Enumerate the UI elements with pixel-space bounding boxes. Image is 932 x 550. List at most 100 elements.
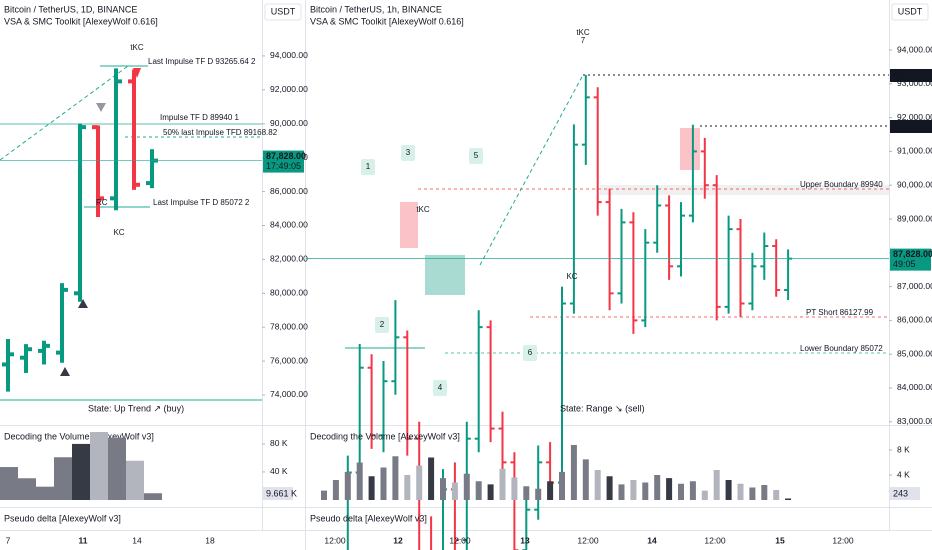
- last-price-box: [263, 150, 304, 173]
- volume-bar: [535, 488, 542, 500]
- upper-zone: [600, 185, 889, 195]
- level-label: 93,265.64: [894, 70, 932, 80]
- volume-bar: [630, 480, 637, 500]
- price-tick-label: 90,000.00: [270, 118, 308, 128]
- indicator-title: VSA & SMC Toolkit [AlexeyWolf 0.616]: [4, 16, 158, 26]
- annotation-marker: [401, 145, 415, 161]
- trend-line: [0, 65, 129, 161]
- annotation: Upper Boundary 89940: [800, 180, 883, 189]
- price-tick-label: 94,000.00: [270, 50, 308, 60]
- volume-bar: [463, 473, 470, 500]
- price-tick-label: 76,000.00: [270, 355, 308, 365]
- annotation: tKC: [416, 205, 430, 214]
- volume-tick-label: 8 K: [897, 444, 910, 454]
- time-label: 7: [6, 535, 11, 545]
- time-label: 12:00: [832, 535, 854, 545]
- annotation: 1: [366, 162, 371, 171]
- state-value: Up Trend ↗ (buy): [114, 403, 184, 413]
- time-label: 12:00: [324, 535, 346, 545]
- indicator-title: VSA & SMC Toolkit [AlexeyWolf 0.616]: [310, 16, 464, 26]
- volume-bar: [54, 457, 72, 500]
- volume-title: Decoding the Volume [AlexeyWolf v3]: [4, 431, 154, 441]
- annotation: tKC: [130, 43, 144, 52]
- price-tick-label: 94,000.00: [897, 44, 932, 54]
- volume-bar: [666, 478, 673, 500]
- volume-bar: [773, 490, 780, 500]
- volume-bar: [356, 462, 363, 500]
- state-value: Range ↘ (sell): [586, 403, 645, 413]
- time-label: 18: [205, 535, 215, 545]
- time-label: 11: [79, 535, 88, 545]
- time-label: 14: [132, 535, 142, 545]
- annotation-marker: [469, 148, 483, 164]
- signal-triangle: [60, 367, 70, 376]
- volume-bar: [368, 476, 375, 500]
- volume-bar: [440, 478, 446, 500]
- annotation: KC: [566, 272, 577, 281]
- annotation: Last Impulse TF D 93265.64 2: [148, 57, 256, 66]
- volume-bar: [487, 484, 494, 500]
- price-tick-label: 80,000.00: [270, 288, 308, 298]
- time-label: 12: [393, 535, 403, 545]
- time-label: 12:00: [449, 535, 471, 545]
- signal-triangle: [96, 103, 106, 112]
- delta-title: Pseudo delta [AlexeyWolf v3]: [4, 513, 121, 523]
- trend-line: [479, 74, 584, 266]
- annotation-marker: [433, 380, 447, 396]
- volume-bar: [582, 459, 589, 500]
- state-label: State:: [88, 403, 112, 413]
- last-price-label: 87,828.00: [266, 151, 306, 161]
- volume-bar: [380, 467, 387, 500]
- currency-button[interactable]: [891, 3, 929, 21]
- price-tick-label: 84,000.00: [897, 382, 932, 392]
- price-tick-label: 84,000.00: [270, 220, 308, 230]
- price-tick-label: 86,000.00: [270, 186, 308, 196]
- symbol-title: Bitcoin / TetherUS, 1D, BINANCE: [4, 4, 137, 14]
- volume-bar: [737, 483, 744, 500]
- volume-bar: [642, 482, 649, 500]
- price-tick-label: 78,000.00: [270, 321, 308, 331]
- volume-bar: [606, 476, 613, 500]
- volume-bar: [678, 483, 684, 500]
- volume-last-label: 9.661 K: [266, 488, 297, 498]
- price-tick-label: 87,000.00: [897, 281, 932, 291]
- time-label: 13: [520, 535, 530, 545]
- volume-bar: [511, 477, 518, 500]
- volume-title: Decoding the Volume [AlexeyWolf v3]: [310, 431, 460, 441]
- volume-bar: [392, 456, 399, 500]
- currency-button[interactable]: [264, 3, 302, 21]
- volume-bar: [321, 490, 327, 500]
- annotation: 7: [581, 36, 586, 45]
- volume-bar: [559, 471, 565, 500]
- price-tick-label: 85,000.00: [897, 348, 932, 358]
- volume-bar: [451, 482, 458, 500]
- volume-bar: [523, 486, 530, 500]
- volume-tick-label: 4 K: [897, 469, 910, 479]
- time-label: 15: [775, 535, 785, 545]
- last-price-box: [890, 248, 931, 271]
- countdown-label: 49:05: [893, 259, 916, 269]
- annotation: tKC: [576, 28, 590, 37]
- annotation: Impulse TF D 89940 1: [160, 113, 240, 122]
- currency: USDT: [898, 6, 923, 16]
- volume-bar: [126, 460, 144, 500]
- price-tick-label: 92,000.00: [270, 84, 308, 94]
- state-label: State:: [560, 403, 584, 413]
- price-tick-label: 93,000.00: [897, 78, 932, 88]
- annotation: Lower Boundary 85072: [800, 344, 883, 353]
- volume-bar: [0, 467, 18, 500]
- price-tick-label: 92,000.00: [897, 112, 932, 122]
- volume-bar: [689, 481, 696, 500]
- volume-bar: [713, 470, 720, 500]
- volume-bar: [785, 498, 792, 500]
- volume-bar: [90, 432, 108, 500]
- annotation-marker: [361, 159, 375, 175]
- time-label: 12:00: [704, 535, 726, 545]
- volume-bar: [18, 478, 36, 500]
- currency: USDT: [271, 6, 296, 16]
- level-box: [890, 120, 932, 133]
- volume-last-label: 243: [893, 488, 908, 498]
- annotation: 3: [406, 148, 411, 157]
- volume-bar: [332, 480, 339, 500]
- delta-title: Pseudo delta [AlexeyWolf v3]: [310, 513, 427, 523]
